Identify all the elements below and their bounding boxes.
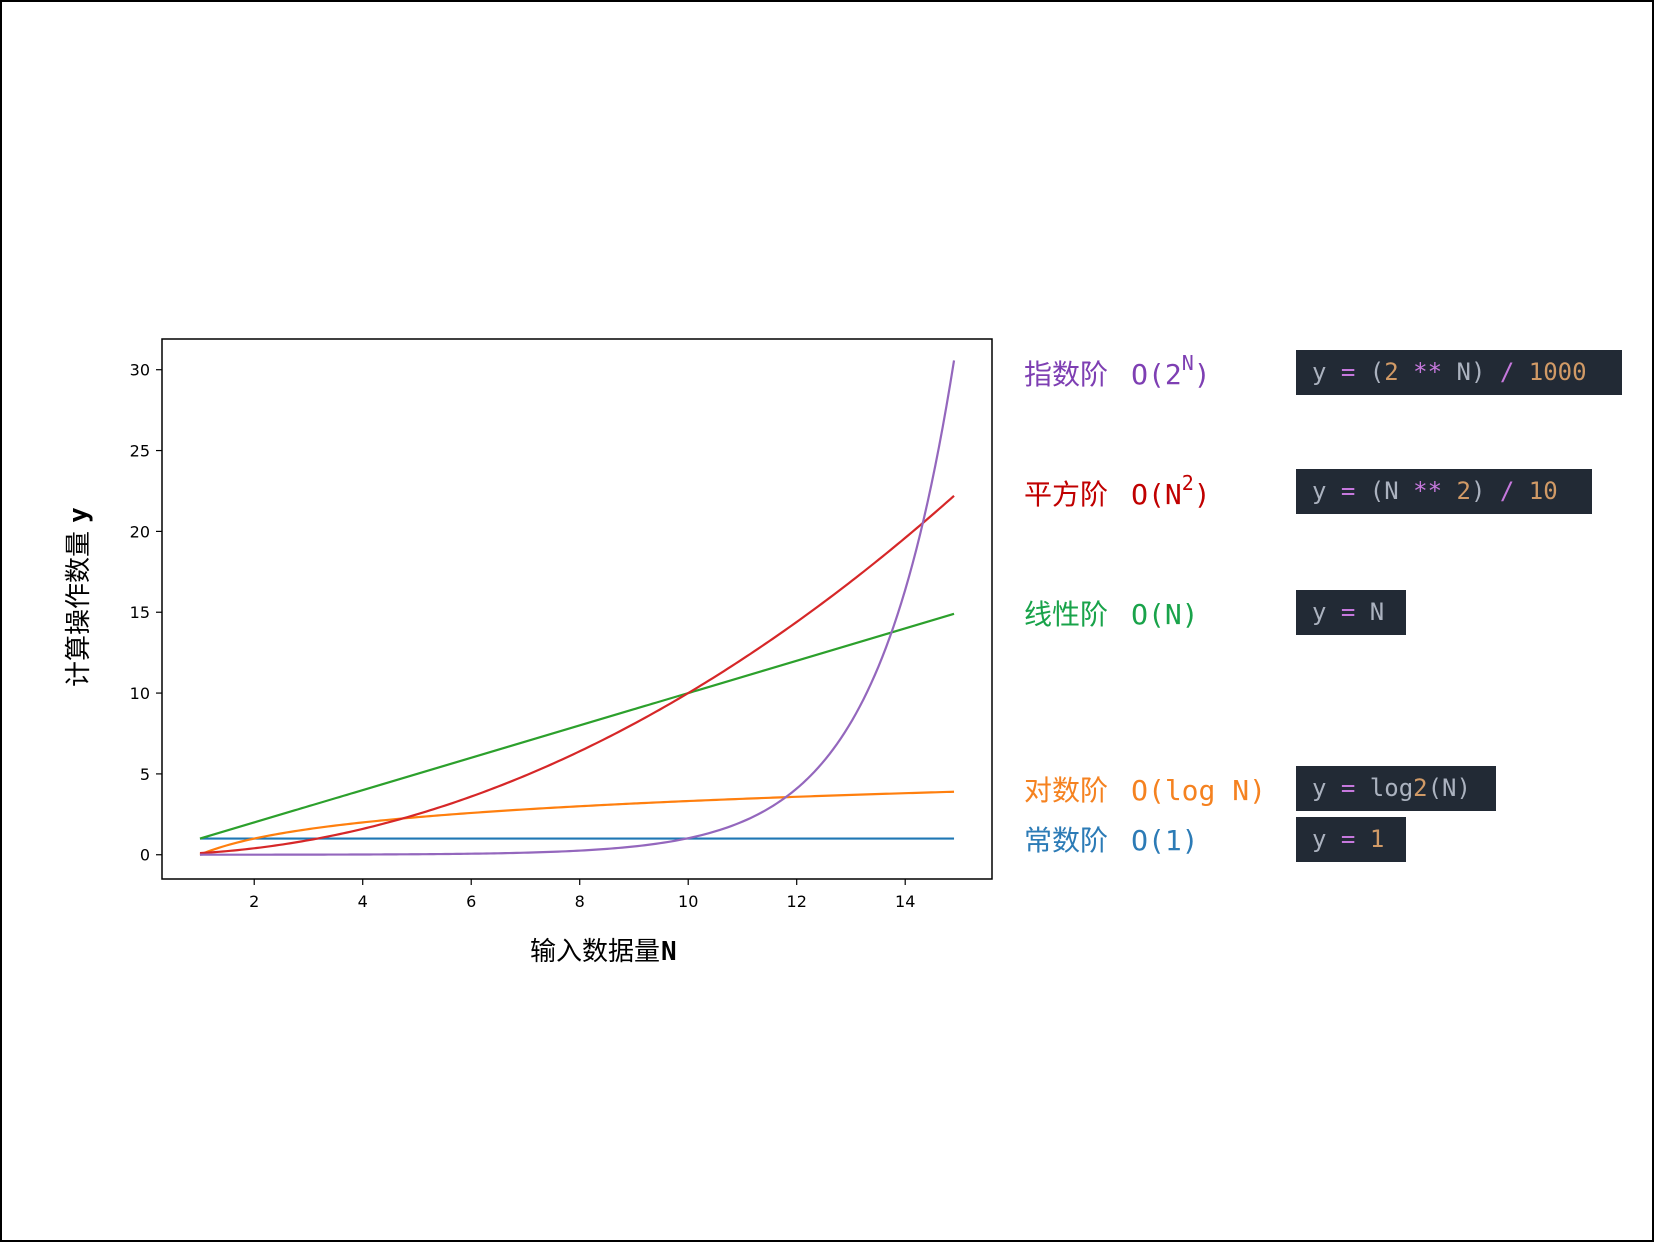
y-tick-label: 5: [140, 765, 150, 784]
formula-exp-text: y = (2 ** N) / 1000: [1312, 358, 1587, 386]
formula-log: y = log2(N): [1296, 766, 1496, 811]
y-axis: 0 5 10 15 20 25 30: [130, 361, 162, 865]
y-axis-variable-group: y: [64, 507, 94, 523]
formula-const-text: y = 1: [1312, 825, 1385, 853]
plot-frame: [161, 338, 993, 880]
x-axis: 2 4 6 8 10 12 14: [249, 879, 915, 911]
formula-sq-text: y = (N ** 2) / 10: [1312, 477, 1558, 505]
legend-const: 常数阶 O(1): [1024, 824, 1199, 857]
y-tick-label: 20: [130, 522, 150, 541]
legend-lin: 线性阶 O(N): [1024, 598, 1199, 631]
x-tick-label: 6: [466, 892, 476, 911]
formula-log-text: y = log2(N): [1312, 774, 1471, 802]
series-line-4: [199, 360, 956, 856]
formula-exp: y = (2 ** N) / 1000: [1296, 350, 1622, 395]
y-axis-variable: y: [64, 507, 94, 523]
x-tick-label: 8: [575, 892, 585, 911]
x-tick-label: 12: [787, 892, 807, 911]
y-tick-label: 10: [130, 684, 150, 703]
formula-const: y = 1: [1296, 817, 1406, 862]
formula-lin-text: y = N: [1312, 598, 1385, 626]
y-tick-label: 30: [130, 361, 150, 380]
y-tick-label: 0: [140, 846, 150, 865]
x-tick-label: 10: [678, 892, 698, 911]
y-tick-label: 25: [130, 442, 150, 461]
legend-sq: 平方阶 O(N2): [1024, 471, 1211, 511]
series-line-1: [199, 790, 955, 856]
legend-log: 对数阶 O(log N): [1024, 774, 1266, 807]
legend: 指数阶 O(2N) 平方阶 O(N2) 线性阶 O(N) 对数阶 O(log N…: [1024, 351, 1266, 857]
x-axis-variable: N: [661, 937, 677, 967]
y-axis-title: 计算操作数量: [64, 531, 94, 687]
y-tick-label: 15: [130, 603, 150, 622]
x-axis-label: 输入数据量: [530, 937, 660, 967]
formula-lin: y = N: [1296, 590, 1406, 635]
x-tick-label: 4: [358, 892, 368, 911]
series-line-2: [199, 612, 955, 840]
formula-sq: y = (N ** 2) / 10: [1296, 469, 1592, 514]
y-axis-label: 计算操作数量: [64, 531, 94, 687]
series-layer: [199, 360, 956, 856]
x-tick-label: 2: [249, 892, 259, 911]
series-line-3: [199, 494, 955, 855]
x-tick-label: 14: [895, 892, 915, 911]
legend-exp: 指数阶 O(2N): [1024, 351, 1211, 391]
